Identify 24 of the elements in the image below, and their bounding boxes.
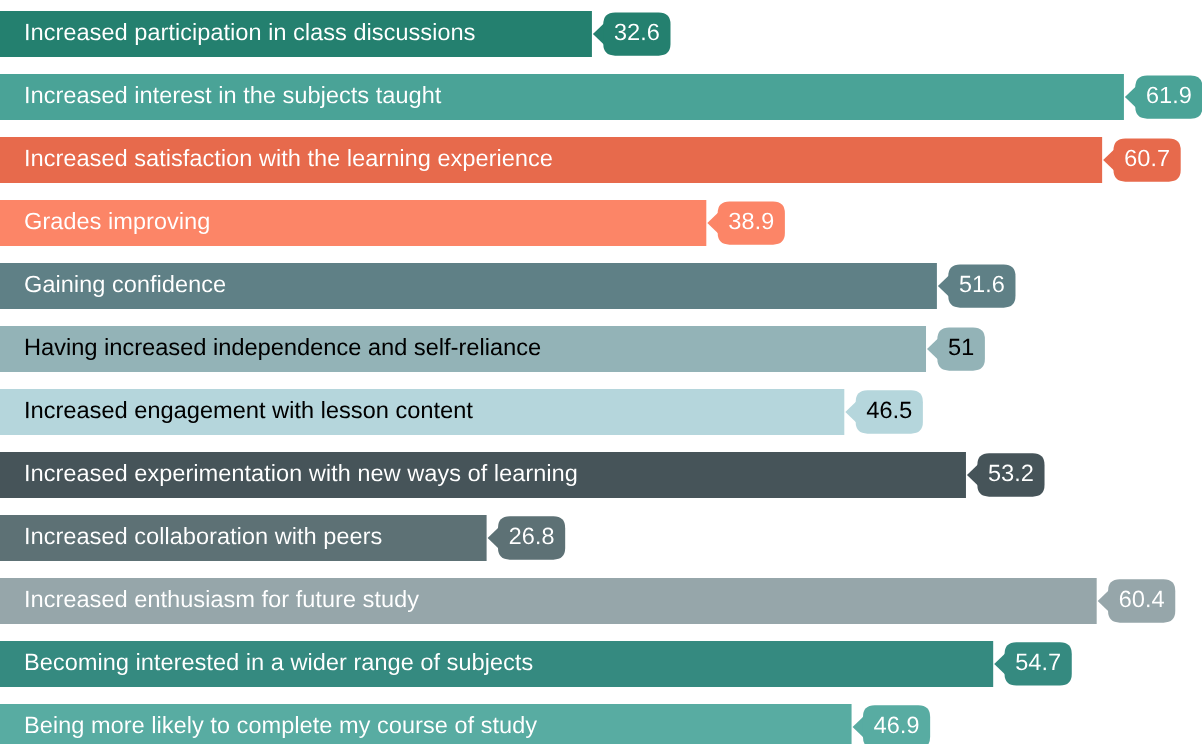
y-tick-label: Grades improving: [25, 212, 209, 235]
data-label: 53.2: [988, 464, 1033, 482]
data-label: 61.9: [1147, 86, 1191, 104]
y-tick-label: Increased experimentation with new ways of learning: [26, 464, 577, 487]
data-label: 46.9: [874, 716, 919, 734]
y-tick-label: Increased collaboration with peers: [26, 526, 382, 549]
data-label: 26.8: [509, 527, 554, 545]
data-label: 51.6: [959, 275, 1004, 293]
data-label: 46.5: [866, 401, 912, 419]
y-tick-label: Increased engagement with lesson content: [26, 401, 473, 424]
y-tick-label: Increased interest in the subjects taught: [26, 86, 442, 109]
data-label: 38.9: [729, 212, 774, 230]
data-label: 60.7: [1125, 149, 1169, 167]
data-label: 32.6: [614, 23, 659, 41]
data-label: 54.7: [1016, 653, 1060, 671]
data-label: 60.4: [1119, 590, 1164, 608]
y-tick-label: Increased enthusiasm for future study: [26, 589, 419, 612]
y-tick-label: Becoming interested in a wider range of subjects: [25, 652, 533, 675]
y-tick-label: Having increased independence and self-reliance: [25, 338, 541, 361]
y-tick-label: Being more likely to complete my course of study: [25, 715, 538, 738]
y-tick-label: Increased participation in class discussions: [26, 23, 475, 46]
y-tick-label: Gaining confidence: [25, 275, 226, 298]
y-tick-label: Increased satisfaction with the learning experience: [26, 149, 552, 172]
data-label: 51: [948, 338, 974, 356]
